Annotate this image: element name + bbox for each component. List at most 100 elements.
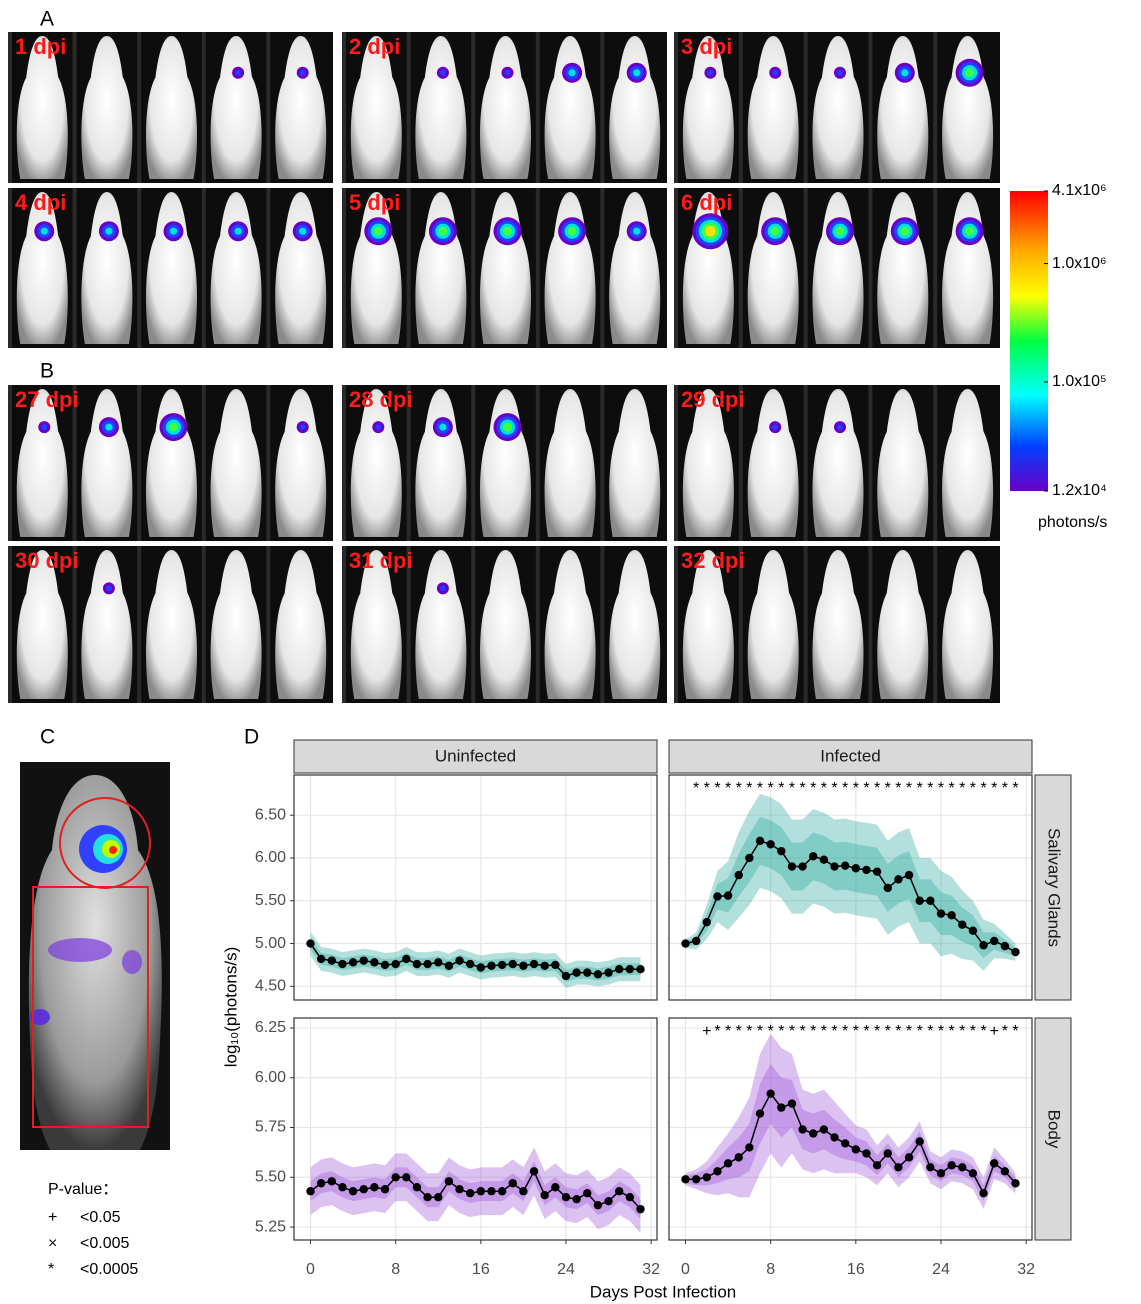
significance: *: [980, 780, 986, 797]
cage-divider: [933, 32, 938, 183]
significance: *: [874, 780, 880, 797]
signal: [439, 423, 447, 431]
cage-divider: [471, 32, 476, 183]
series-point: [615, 1187, 624, 1196]
series-point: [713, 1167, 722, 1176]
cage-divider: [868, 546, 873, 703]
significance: *: [757, 1023, 763, 1040]
series-point: [915, 1137, 924, 1146]
series-point: [713, 892, 722, 901]
x-tick-label: 32: [1017, 1261, 1035, 1278]
series-point: [830, 1133, 839, 1142]
y-tick-label: 4.50: [255, 978, 286, 995]
significance: *: [768, 1023, 774, 1040]
series-point: [476, 963, 486, 972]
mouse: [747, 389, 799, 537]
series-point: [497, 1187, 507, 1196]
mouse: [350, 36, 402, 179]
signal: [503, 422, 512, 432]
series-point: [380, 960, 390, 970]
band: [310, 1147, 641, 1234]
y-tick-label: 6.00: [255, 1069, 286, 1086]
mouse: [812, 550, 864, 699]
series-point: [423, 1192, 432, 1202]
dpi-label: 32 dpi: [681, 548, 745, 573]
panel-label: C: [40, 726, 55, 749]
significance: *: [789, 780, 795, 797]
significance: *: [906, 1023, 912, 1040]
mouse: [747, 36, 799, 179]
series-point: [338, 1183, 347, 1192]
mouse: [145, 36, 198, 179]
cage-divider: [674, 188, 678, 348]
significance: *: [980, 1023, 986, 1040]
cage-divider: [738, 546, 743, 703]
significance: *: [863, 780, 869, 797]
series-point: [681, 1175, 690, 1184]
signal: [835, 226, 845, 236]
significance: *: [863, 1023, 869, 1040]
significance: *: [821, 1023, 827, 1040]
significance: *: [938, 780, 944, 797]
series-point: [476, 1187, 486, 1196]
mouse: [479, 36, 532, 179]
significance: *: [831, 1023, 837, 1040]
series-point: [551, 1183, 560, 1192]
significance: *: [746, 780, 752, 797]
cage-divider: [471, 188, 476, 348]
cage-divider: [803, 546, 808, 703]
cage-divider: [137, 546, 142, 703]
series-point: [306, 1187, 315, 1196]
mouse: [81, 36, 133, 179]
mouse: [350, 389, 402, 537]
cage-divider: [933, 188, 938, 348]
cage-divider: [201, 188, 206, 348]
mouse: [81, 192, 133, 344]
series-point: [359, 1185, 368, 1194]
cage-divider: [406, 385, 411, 541]
significance: *: [842, 1023, 848, 1040]
series-point: [745, 1143, 754, 1152]
signal: [705, 226, 716, 237]
y-tick-label: 5.25: [255, 1218, 286, 1235]
series-point: [990, 936, 999, 946]
cage-divider: [738, 188, 743, 348]
plot-border: [293, 1017, 658, 1241]
cage-divider: [600, 188, 605, 348]
dpi-label: 3 dpi: [681, 34, 732, 59]
cage-divider: [868, 188, 873, 348]
band: [310, 937, 641, 983]
signal: [235, 69, 241, 76]
mouse: [415, 389, 467, 537]
series-point: [872, 867, 882, 876]
series-point: [636, 965, 645, 974]
series-point: [338, 959, 347, 969]
mouse: [877, 36, 929, 179]
series-point: [412, 959, 422, 969]
dpi-label: 5 dpi: [349, 190, 400, 215]
cage-divider: [674, 32, 678, 183]
y-tick-label: 6.00: [255, 849, 286, 866]
series-point: [465, 1189, 475, 1198]
series-point: [593, 970, 603, 979]
colorbar-unit: photons/s: [1038, 514, 1107, 531]
dpi-label: 27 dpi: [15, 387, 79, 412]
series-point: [348, 958, 358, 967]
series-point: [508, 959, 517, 969]
significance: *: [927, 780, 933, 797]
mouse: [877, 550, 929, 699]
significance: *: [768, 780, 774, 797]
cage-divider: [535, 32, 540, 183]
cage-divider: [535, 188, 540, 348]
series-point: [561, 971, 571, 981]
cage-divider: [600, 32, 605, 183]
series-point: [487, 961, 496, 970]
signal: [567, 226, 577, 236]
series-point: [830, 862, 839, 871]
significance: *: [1002, 1023, 1008, 1040]
series-point: [551, 960, 560, 970]
significance: *: [704, 780, 710, 797]
series-point: [1011, 1179, 1020, 1188]
series-point: [702, 1173, 711, 1182]
significance: *: [927, 1023, 933, 1040]
